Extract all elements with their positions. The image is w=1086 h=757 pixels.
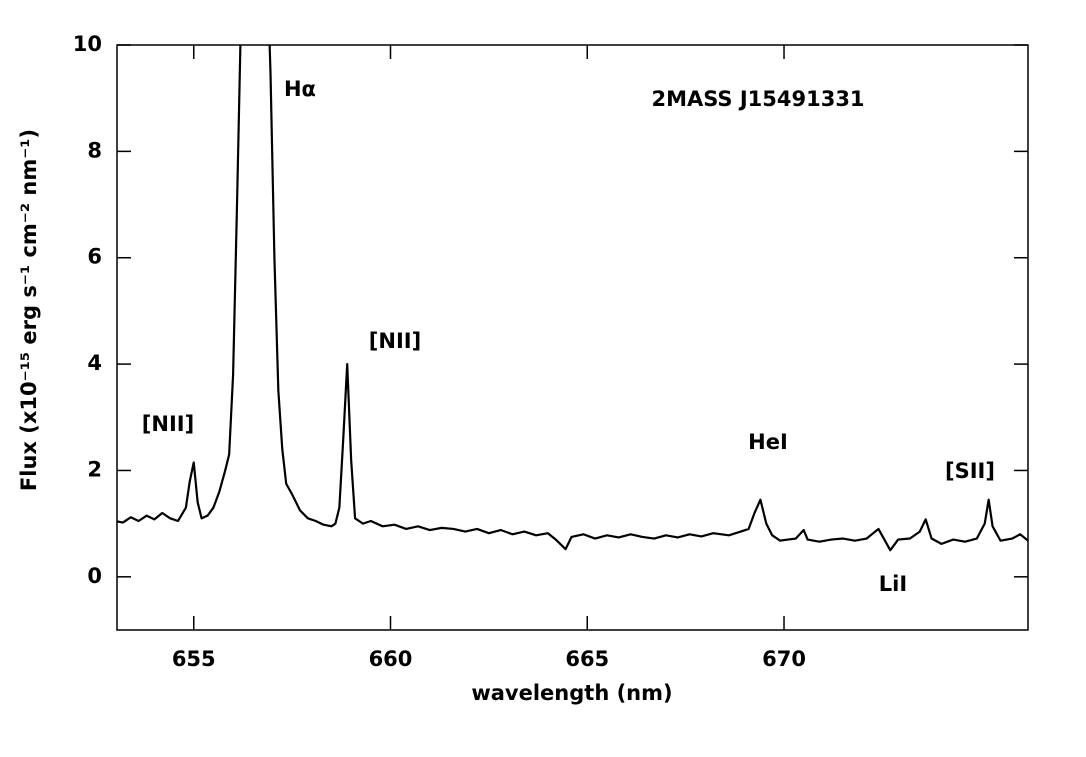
y-axis-label: Flux (x10⁻¹⁵ erg s⁻¹ cm⁻² nm⁻¹) <box>17 129 41 491</box>
x-tick-label: 655 <box>172 647 216 671</box>
plot-frame <box>116 44 1029 631</box>
line-annotation: [SII] <box>945 459 995 483</box>
chart-title: 2MASS J15491331 <box>651 87 864 111</box>
x-tick-label: 670 <box>762 647 806 671</box>
y-tick-label: 4 <box>87 351 102 375</box>
line-annotation: [NII] <box>142 412 194 436</box>
y-tick-label: 10 <box>73 32 102 56</box>
plot-area <box>117 45 1028 552</box>
line-annotation: HeI <box>748 430 788 454</box>
y-tick-label: 8 <box>87 138 102 162</box>
line-annotation: LiI <box>879 572 907 596</box>
spectrum-line <box>117 45 1028 552</box>
line-annotation: Hα <box>284 77 316 101</box>
x-axis-label: wavelength (nm) <box>471 681 672 705</box>
y-tick-label: 2 <box>87 457 102 481</box>
y-tick-label: 6 <box>87 245 102 269</box>
x-tick-label: 660 <box>369 647 413 671</box>
line-annotation: [NII] <box>369 329 421 353</box>
y-tick-label: 0 <box>87 564 102 588</box>
x-tick-label: 665 <box>565 647 609 671</box>
